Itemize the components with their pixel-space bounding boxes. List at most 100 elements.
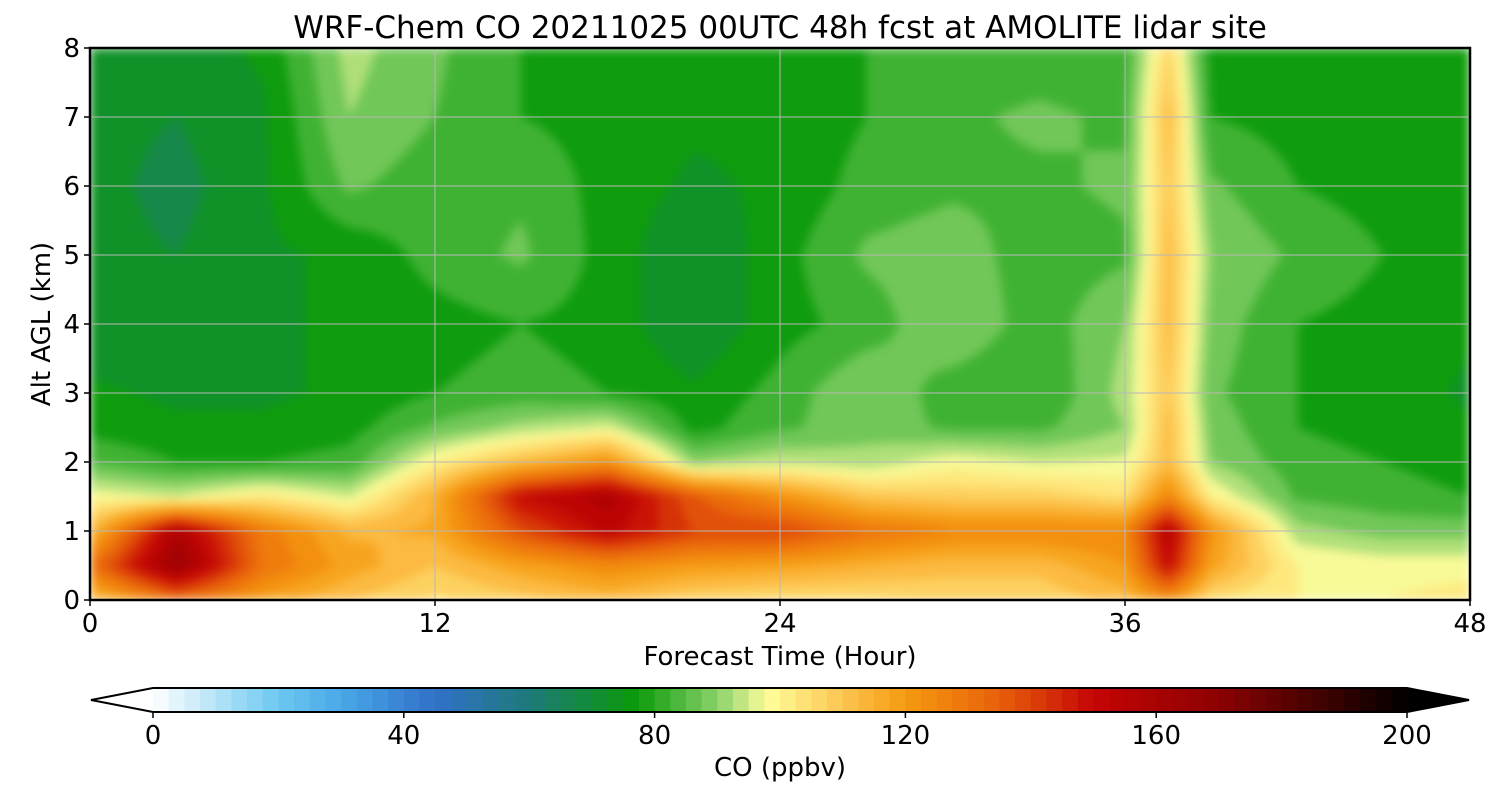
colorbar-swatch (889, 688, 906, 712)
colorbar-swatch (231, 688, 248, 712)
colorbar-swatch (184, 688, 201, 712)
gridlines (90, 48, 1470, 600)
colorbar-swatch (419, 688, 436, 712)
colorbar-swatch (842, 688, 859, 712)
y-tick-label: 6 (63, 172, 80, 202)
colorbar-swatch (372, 688, 389, 712)
colorbar-swatch (1046, 688, 1063, 712)
colorbar-swatch (560, 688, 577, 712)
colorbar-swatch (638, 688, 656, 712)
colorbar-swatch (1359, 688, 1377, 712)
colorbar-swatch (247, 688, 264, 712)
colorbar-swatch (921, 688, 938, 712)
colorbar-swatch (1124, 688, 1142, 712)
colorbar-swatch (591, 688, 609, 712)
colorbar-tick-label: 40 (387, 721, 420, 751)
colorbar-swatch (701, 688, 718, 712)
colorbar-swatch (200, 688, 217, 712)
colorbar-swatch (497, 688, 515, 712)
colorbar-swatch (278, 688, 295, 712)
colorbar-swatch (1375, 688, 1392, 712)
colorbar-swatch (356, 688, 374, 712)
colorbar-swatch (576, 688, 593, 712)
colorbar-swatch (1265, 688, 1283, 712)
colorbar-swatch (1203, 688, 1220, 712)
colorbar-swatch (1312, 688, 1330, 712)
colorbar-label: CO (ppbv) (714, 753, 846, 783)
colorbar-swatch (1281, 688, 1298, 712)
colorbar-swatch (482, 688, 499, 712)
colorbar-swatch (717, 688, 734, 712)
colorbar-swatch (1344, 688, 1361, 712)
x-axis-label: Forecast Time (Hour) (643, 642, 916, 672)
colorbar-swatch (388, 688, 405, 712)
chart-title: WRF-Chem CO 20211025 00UTC 48h fcst at A… (293, 10, 1267, 46)
colorbar-swatch (874, 688, 891, 712)
x-tick-label: 36 (1108, 609, 1141, 639)
colorbar-swatch (748, 688, 765, 712)
y-axis: 0 1 2 3 4 5 6 7 8 (63, 34, 90, 616)
colorbar-swatch (952, 688, 969, 712)
colorbar-swatch (654, 688, 671, 712)
colorbar-swatch (968, 688, 985, 712)
colorbar-swatch (1297, 688, 1314, 712)
colorbar-swatch (858, 688, 875, 712)
colorbar-swatch (1093, 688, 1110, 712)
colorbar-extend-low (91, 688, 153, 712)
y-tick-label: 8 (63, 34, 80, 64)
colorbar-swatch (544, 688, 562, 712)
colorbar-swatch (1062, 688, 1079, 712)
colorbar-swatch (1077, 688, 1095, 712)
colorbar-swatch (309, 688, 327, 712)
colorbar-swatch (732, 688, 750, 712)
colorbar-swatch (607, 688, 624, 712)
colorbar-swatch (513, 688, 530, 712)
colorbar-swatch (1234, 688, 1251, 712)
colorbar-swatch (1187, 688, 1204, 712)
colorbar-swatch (983, 688, 1001, 712)
colorbar-swatch (341, 688, 358, 712)
colorbar-swatch (670, 688, 687, 712)
colorbar-swatch (1015, 688, 1032, 712)
colorbar-swatch (153, 688, 170, 712)
colorbar-swatches (153, 688, 1408, 712)
x-tick-label: 0 (82, 609, 99, 639)
colorbar-swatch (1391, 688, 1408, 712)
colorbar-swatch (294, 688, 311, 712)
colorbar-tick-label: 120 (881, 721, 931, 751)
colorbar-swatch (168, 688, 185, 712)
colorbar-tick-label: 80 (638, 721, 671, 751)
y-tick-label: 4 (63, 310, 80, 340)
colorbar-tick-label: 200 (1382, 721, 1432, 751)
colorbar-swatch (403, 688, 421, 712)
colorbar-swatch (936, 688, 954, 712)
colorbar-swatch (1218, 688, 1236, 712)
colorbar-swatch (780, 688, 797, 712)
colorbar-swatch (795, 688, 812, 712)
colorbar-swatch (215, 688, 232, 712)
colorbar-swatch (827, 688, 844, 712)
y-tick-label: 0 (63, 586, 80, 616)
y-tick-label: 2 (63, 448, 80, 478)
colorbar-swatch (685, 688, 703, 712)
colorbar-swatch (1328, 688, 1345, 712)
colorbar-swatch (1171, 688, 1189, 712)
colorbar-swatch (905, 688, 922, 712)
colorbar-swatch (450, 688, 468, 712)
colorbar: 0 40 80 120 160 200 CO (ppbv) (90, 687, 1470, 783)
colorbar-swatch (623, 688, 640, 712)
colorbar-swatch (325, 688, 342, 712)
x-axis: 0 12 24 36 48 (82, 600, 1487, 639)
x-tick-label: 48 (1453, 609, 1486, 639)
y-tick-label: 5 (63, 241, 80, 271)
colorbar-swatch (1156, 688, 1173, 712)
colorbar-tick-label: 160 (1131, 721, 1181, 751)
colorbar-swatch (262, 688, 279, 712)
colorbar-swatch (1250, 688, 1267, 712)
y-tick-label: 1 (63, 517, 80, 547)
colorbar-swatch (999, 688, 1016, 712)
x-tick-label: 12 (418, 609, 451, 639)
y-tick-label: 7 (63, 103, 80, 133)
colorbar-ticks: 0 40 80 120 160 200 (145, 712, 1432, 751)
